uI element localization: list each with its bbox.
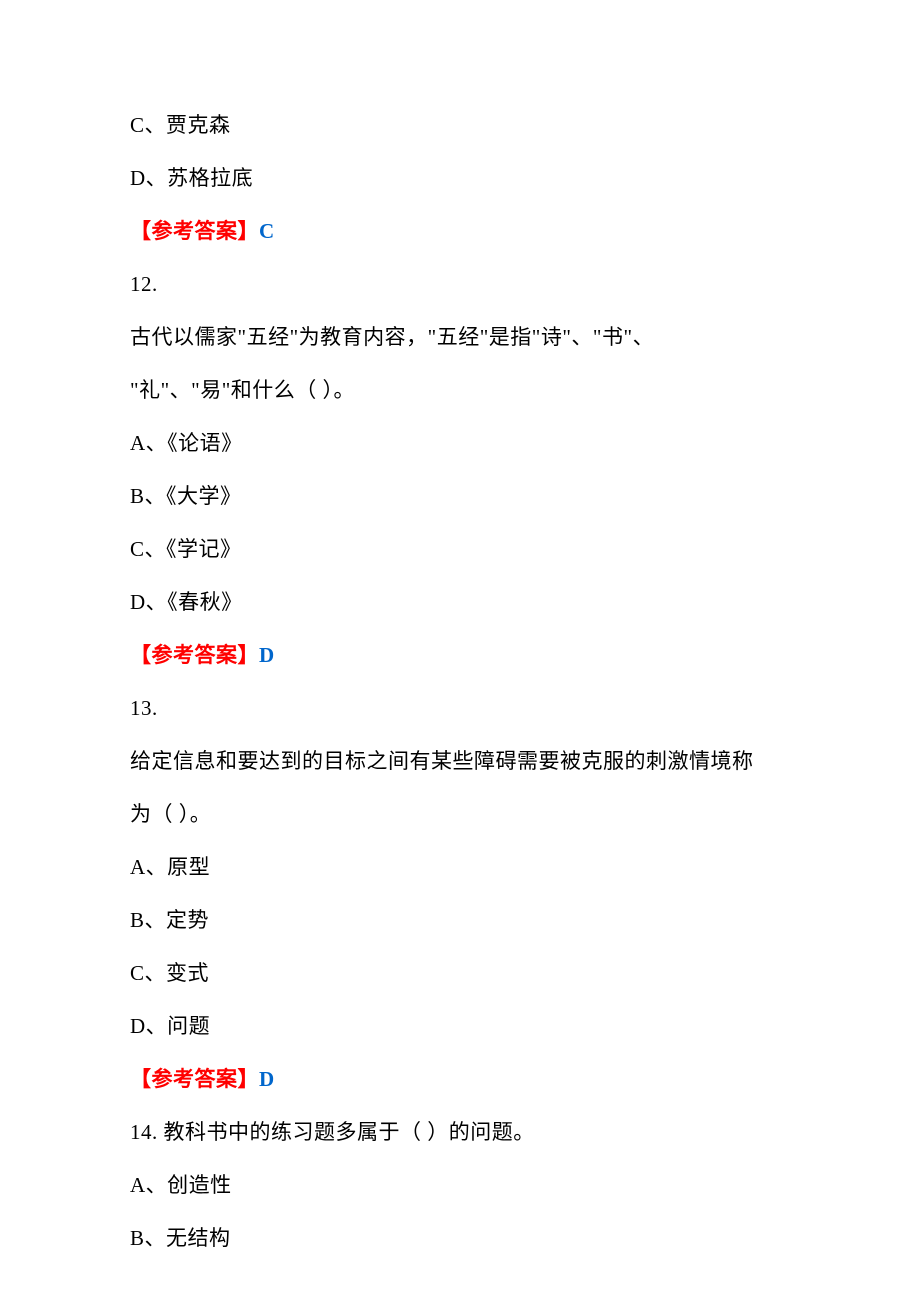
q13-option-c: C、变式 (130, 963, 790, 984)
q11-option-d: D、苏格拉底 (130, 168, 790, 189)
q13-option-b: B、定势 (130, 910, 790, 931)
q12-option-d: D、《春秋》 (130, 592, 790, 613)
q13-option-a: A、原型 (130, 857, 790, 878)
q12-answer-label: 【参考答案】 (130, 643, 259, 667)
q12-answer-value: D (259, 643, 275, 667)
q12-stem-line2: "礼"、"易"和什么（ ）。 (130, 380, 790, 401)
q12-stem-line1: 古代以儒家"五经"为教育内容，"五经"是指"诗"、"书"、 (130, 327, 790, 348)
q13-number: 13. (130, 698, 790, 719)
q11-answer-value: C (259, 219, 275, 243)
q13-option-d: D、问题 (130, 1016, 790, 1037)
q12-option-a: A、《论语》 (130, 433, 790, 454)
q13-stem-line1: 给定信息和要达到的目标之间有某些障碍需要被克服的刺激情境称 (130, 751, 790, 772)
q13-stem-line2: 为（ ）。 (130, 804, 790, 825)
q13-answer: 【参考答案】D (130, 1069, 790, 1090)
q14-option-a: A、创造性 (130, 1175, 790, 1196)
q11-option-c: C、贾克森 (130, 115, 790, 136)
q12-answer: 【参考答案】D (130, 645, 790, 666)
q13-answer-value: D (259, 1067, 275, 1091)
q12-option-c: C、《学记》 (130, 539, 790, 560)
q14-option-b: B、无结构 (130, 1228, 790, 1249)
q13-answer-label: 【参考答案】 (130, 1067, 259, 1091)
q11-answer-label: 【参考答案】 (130, 219, 259, 243)
q12-number: 12. (130, 274, 790, 295)
q11-answer: 【参考答案】C (130, 221, 790, 242)
q12-option-b: B、《大学》 (130, 486, 790, 507)
q14-number-and-stem: 14. 教科书中的练习题多属于（ ）的问题。 (130, 1122, 790, 1143)
